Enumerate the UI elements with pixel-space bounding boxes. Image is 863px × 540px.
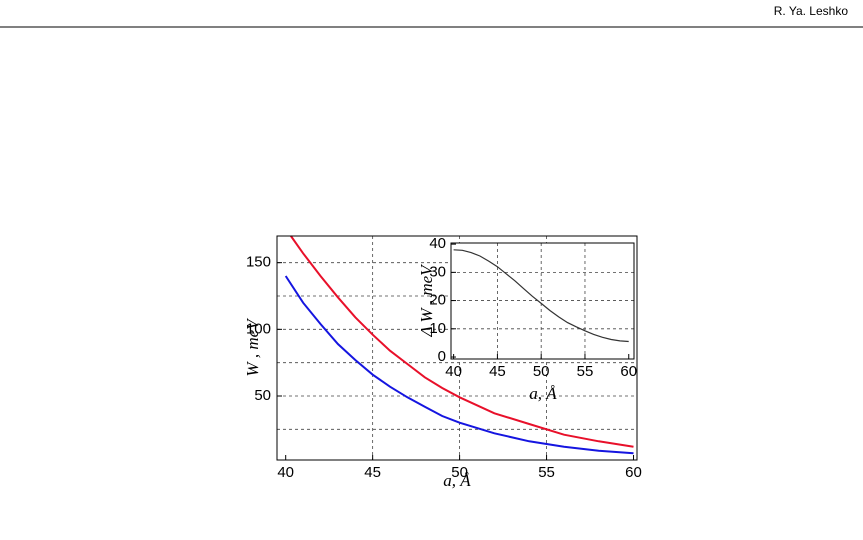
y-tick-label: 50 <box>254 387 271 404</box>
header-author: R. Ya. Leshko <box>774 4 849 18</box>
x-tick-label: 45 <box>364 464 381 481</box>
y-axis-label: W , meV <box>243 317 262 377</box>
y-axis-label: Δ W , meV <box>417 263 436 338</box>
x-axis-label: a, Å <box>529 384 557 403</box>
y-tick-label: 40 <box>429 235 446 252</box>
curve <box>453 249 629 343</box>
plot-frame <box>450 242 635 360</box>
y-tick-label: 100 <box>246 320 271 337</box>
y-tick-label: 150 <box>246 254 271 271</box>
x-tick-label: 55 <box>538 464 555 481</box>
x-tick-label: 50 <box>451 464 468 481</box>
y-tick-label: 30 <box>429 263 446 280</box>
curve <box>284 275 634 455</box>
y-tick-label: 10 <box>429 320 446 337</box>
x-axis-label: a, Å <box>443 471 471 490</box>
x-tick-label: 60 <box>625 464 642 481</box>
x-tick-label: 50 <box>533 363 550 380</box>
x-tick-label: 45 <box>489 363 506 380</box>
plot-border <box>276 235 638 461</box>
plot-border <box>450 242 635 360</box>
y-tick-label: 0 <box>438 348 446 365</box>
x-tick-label: 55 <box>577 363 594 380</box>
y-tick-label: 20 <box>429 292 446 309</box>
x-tick-label: 60 <box>620 363 637 380</box>
curve <box>290 235 634 448</box>
x-tick-label: 40 <box>277 464 294 481</box>
x-tick-label: 40 <box>445 363 462 380</box>
